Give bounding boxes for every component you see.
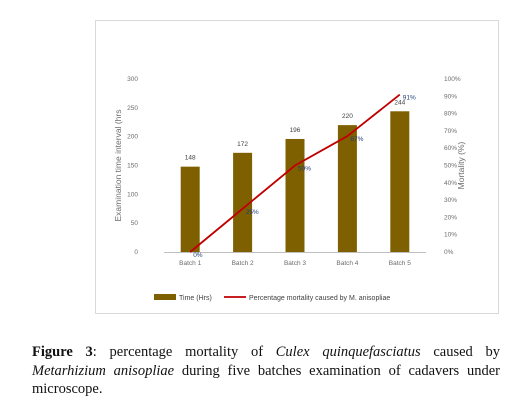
y-axis-title: Examination time interval (hrs (113, 110, 123, 222)
line-data-label: 0% (193, 252, 203, 259)
caption-body: : percentage mortality of Culex quinquef… (32, 344, 500, 397)
y-tick-label: 200 (127, 134, 138, 141)
caption-part-3: Metarhizium anisopliae (32, 362, 175, 379)
y-tick-label: 300 (127, 76, 138, 83)
line-data-label: 91% (403, 95, 416, 102)
x-tick-label: Batch 4 (336, 260, 358, 267)
y2-tick-label: 30% (444, 197, 457, 204)
caption-part-1: Culex quinquefasciatus (275, 344, 421, 360)
chart-frame: 0 50 100 150 200 250 300 0% 10% 20% 30% 40% 50% 60% 70… (95, 20, 499, 314)
bar-data-label: 148 (185, 155, 196, 162)
y-tick-label: 100 (127, 191, 138, 198)
combo-chart: 0 50 100 150 200 250 300 0% 10% 20% 30% 40% 50% 60% 70… (113, 76, 466, 302)
y2-tick-label: 80% (444, 111, 457, 118)
line-data-label: 50% (298, 166, 311, 173)
y2-tick-label: 100% (444, 76, 461, 83)
y-tick-label: 50 (131, 220, 139, 227)
caption-part-2: caused by (420, 344, 501, 360)
bar (337, 125, 357, 252)
y-tick-label: 0 (134, 249, 138, 256)
bar-data-label: 172 (237, 141, 248, 148)
x-tick-label: Batch 1 (179, 260, 201, 267)
caption-part-4: during five batches examination of cadav… (32, 362, 500, 398)
y-tick-label: 150 (127, 163, 138, 170)
y-tick-label: 250 (127, 105, 138, 112)
caption-part-0: : percentage mortality of (92, 344, 276, 360)
y2-tick-label: 60% (444, 145, 457, 152)
y2-tick-label: 90% (444, 93, 457, 100)
y2-tick-label: 50% (444, 163, 457, 170)
y2-axis-title: Mortality (%) (456, 141, 466, 189)
x-tick-label: Batch 5 (389, 260, 411, 267)
bar-data-label: 244 (394, 99, 405, 106)
mortality-line (189, 93, 401, 253)
y2-tick-label: 20% (444, 214, 457, 221)
line-data-label: 67% (350, 136, 363, 143)
figure-caption: Figure 3: percentage mortality of Culex … (32, 343, 500, 399)
bar (180, 166, 200, 252)
y2-tick-label: 70% (444, 128, 457, 135)
legend-bar-swatch (154, 294, 176, 300)
bar-data-label: 220 (342, 113, 353, 120)
bar (285, 138, 305, 252)
y2-tick-label: 0% (444, 249, 454, 256)
bar-data-label: 196 (290, 127, 301, 134)
y2-tick-label: 40% (444, 180, 457, 187)
x-tick-label: Batch 3 (284, 260, 306, 267)
x-tick-label: Batch 2 (232, 260, 254, 267)
bar (390, 111, 410, 252)
legend-bar-label: Time (Hrs) (179, 295, 212, 302)
legend-line-label: Percentage mortality caused by M. anisop… (249, 295, 390, 302)
y2-tick-label: 10% (444, 232, 457, 239)
line-data-label: 25% (246, 209, 259, 216)
bar (233, 152, 253, 252)
caption-label: Figure 3 (32, 344, 93, 360)
